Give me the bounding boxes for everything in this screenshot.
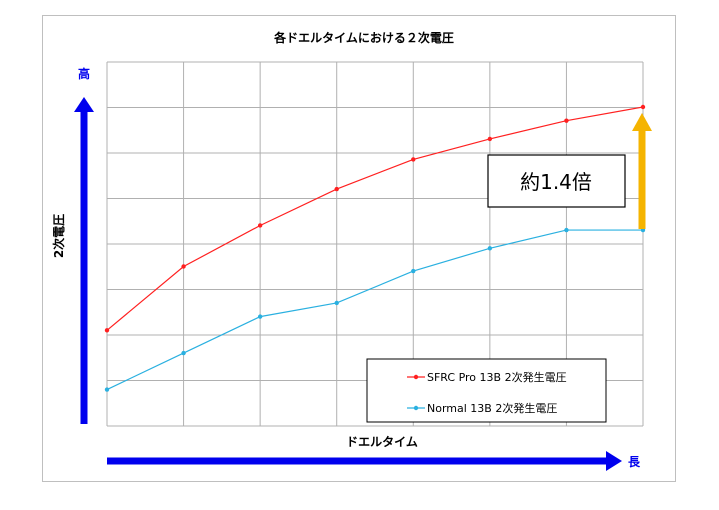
legend-label-sfrc: SFRC Pro 13B 2次発生電圧 <box>427 370 567 384</box>
x-axis-label: ドエルタイム <box>346 435 418 449</box>
legend-item-sfrc: SFRC Pro 13B 2次発生電圧 <box>407 370 567 384</box>
data-point <box>411 157 416 162</box>
data-point <box>257 223 263 228</box>
annotation-box <box>487 154 626 208</box>
data-point <box>257 314 263 319</box>
data-point <box>564 118 569 123</box>
legend-box <box>366 358 607 423</box>
x-long-label: 長 <box>628 454 641 469</box>
legend-marker-normal <box>413 405 419 411</box>
y-axis-arrowhead <box>74 97 94 112</box>
legend-marker-sfrc <box>413 374 419 380</box>
series-layer <box>104 104 646 392</box>
data-point <box>411 268 416 274</box>
annotation-arrowhead <box>632 113 652 131</box>
data-point <box>104 387 110 392</box>
chart-title: 各ドエルタイムにおける２次電圧 <box>273 30 454 45</box>
x-axis-arrowhead <box>606 451 622 471</box>
data-point <box>564 227 569 233</box>
data-point <box>334 186 339 192</box>
data-point <box>104 328 110 333</box>
data-point <box>181 350 186 356</box>
data-point <box>640 104 646 110</box>
series-line-1 <box>106 229 643 391</box>
y-axis-label: 2次電圧 <box>51 214 66 258</box>
data-point <box>487 136 493 142</box>
legend-item-normal: Normal 13B 2次発生電圧 <box>407 401 557 415</box>
y-high-label: 高 <box>78 66 90 81</box>
data-point <box>181 264 186 269</box>
legend-label-normal: Normal 13B 2次発生電圧 <box>427 401 557 415</box>
data-point <box>487 246 493 251</box>
data-point <box>334 300 339 306</box>
annotation-text: 約1.4倍 <box>520 170 592 194</box>
series-line-0 <box>106 106 644 331</box>
